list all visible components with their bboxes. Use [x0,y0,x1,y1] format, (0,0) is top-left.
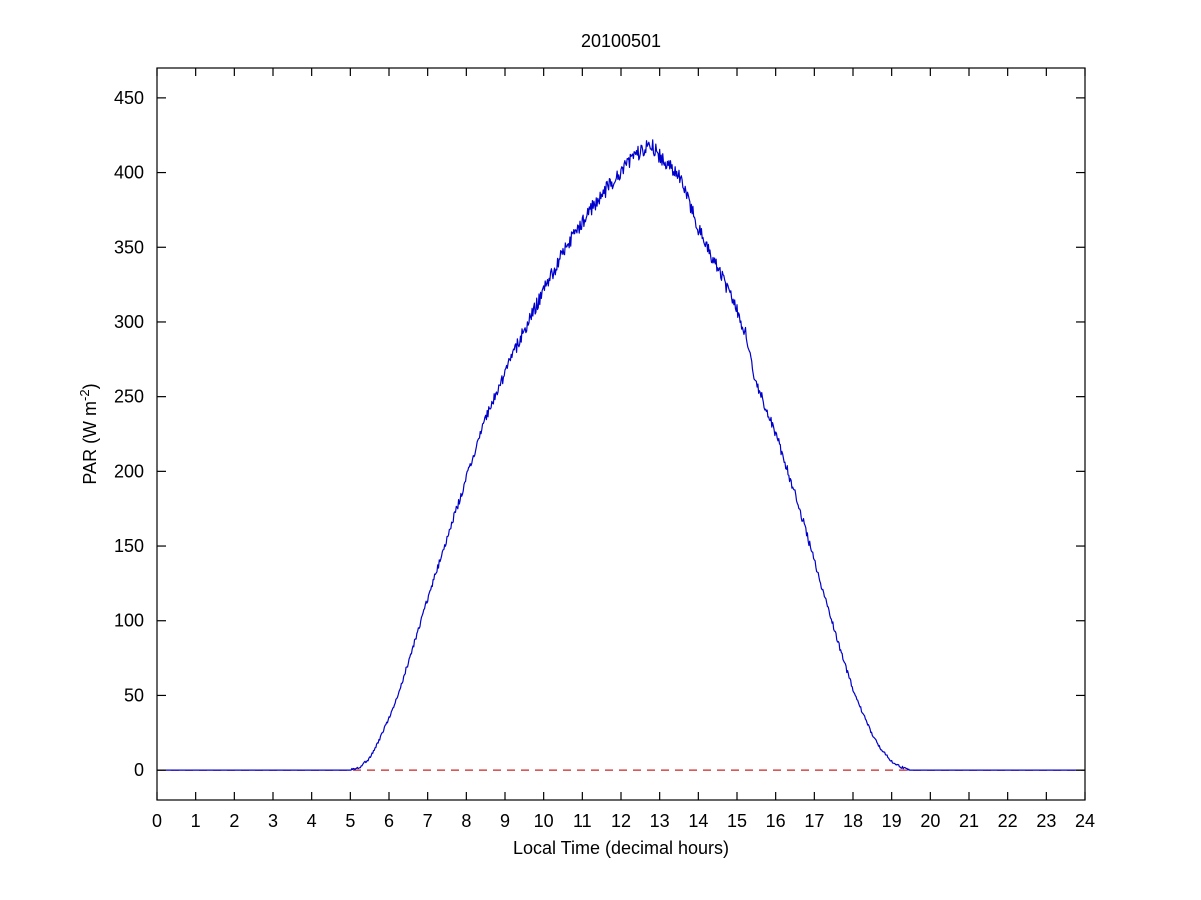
x-tick-label: 21 [959,811,979,831]
plot-box [156,67,1086,801]
x-tick-label: 2 [229,811,239,831]
x-tick-label: 18 [843,811,863,831]
x-tick-label: 5 [345,811,355,831]
y-tick-label: 250 [114,387,144,407]
y-axis-label: PAR (W m-2) [77,383,100,484]
x-tick-label: 23 [1036,811,1056,831]
y-tick-label: 400 [114,163,144,183]
x-tick-label: 6 [384,811,394,831]
x-tick-label: 4 [307,811,317,831]
y-tick-label: 300 [114,312,144,332]
x-tick-label: 9 [500,811,510,831]
x-tick-label: 16 [766,811,786,831]
plot-layer: 0 1 2 3 4 5 6 7 8 9 10 11 12 13 14 15 16 17 18 19 20 21 22 23 24… [114,67,1095,831]
y-tick-label: 100 [114,611,144,631]
x-tick-label: 15 [727,811,747,831]
x-tick-label: 19 [882,811,902,831]
y-tick-label: 200 [114,461,144,481]
y-tick-label: 50 [124,685,144,705]
x-tick-label: 12 [611,811,631,831]
x-tick-label: 14 [688,811,708,831]
x-tick-label: 0 [152,811,162,831]
x-tick-label: 8 [461,811,471,831]
series-line-par [157,139,1085,771]
y-tick-label: 0 [134,760,144,780]
x-tick-label: 24 [1075,811,1095,831]
x-axis-label: Local Time (decimal hours) [513,838,729,858]
x-tick-label: 7 [423,811,433,831]
x-tick-label: 1 [191,811,201,831]
x-tick-label: 3 [268,811,278,831]
chart-title: 20100501 [581,31,661,51]
x-tick-label: 22 [998,811,1018,831]
x-tick-label: 10 [534,811,554,831]
x-tick-label: 17 [804,811,824,831]
x-tick-label: 13 [650,811,670,831]
x-tick-label: 20 [920,811,940,831]
y-tick-label: 350 [114,237,144,257]
y-tick-label: 150 [114,536,144,556]
x-tick-label: 11 [573,811,592,831]
y-tick-label: 450 [114,88,144,108]
